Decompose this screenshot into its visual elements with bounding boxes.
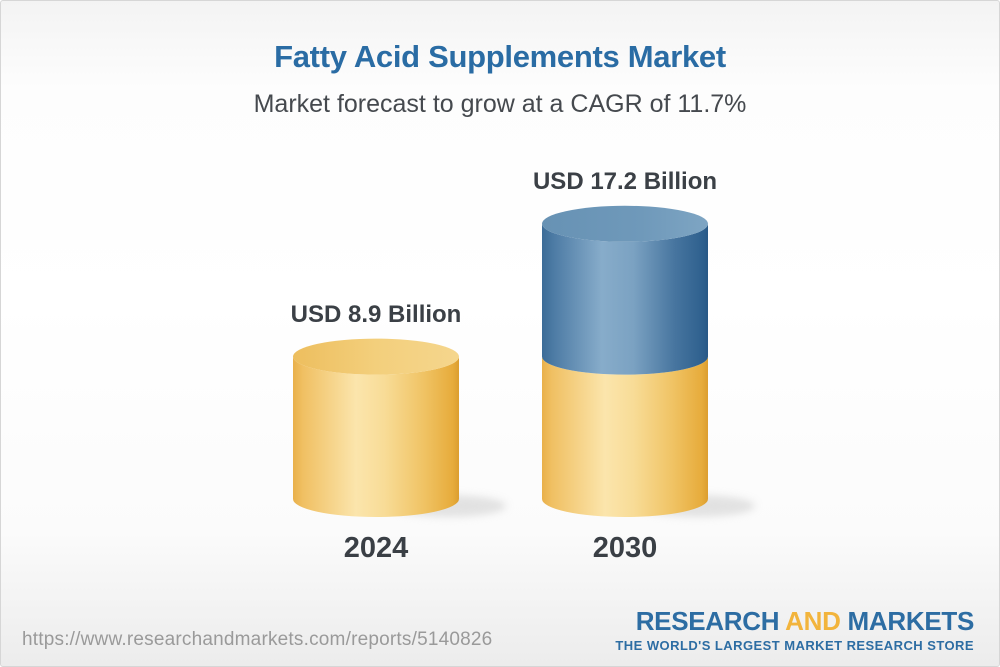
logo-word-research: RESEARCH [635,606,780,636]
logo-word-markets: MARKETS [847,606,975,636]
logo-wordmark: RESEARCH AND MARKETS [615,606,975,636]
value-label-2030: USD 17.2 Billion [532,167,718,195]
category-label-2024: 2024 [343,532,409,564]
research-and-markets-logo: RESEARCH AND MARKETS THE WORLD'S LARGEST… [615,608,974,652]
value-label-2024: USD 8.9 Billion [290,300,462,328]
page-subtitle: Market forecast to grow at a CAGR of 11.… [253,90,747,118]
cylinder-segment-market-2024-base [542,356,708,517]
report-url: https://www.researchandmarkets.com/repor… [22,629,493,650]
page-title: Fatty Acid Supplements Market [274,39,726,74]
cylinder-segment-market-2024 [293,356,459,517]
cylinder-cap-2030 [542,205,708,242]
cylinder-cap-2024 [293,338,459,375]
chart-header: Fatty Acid Supplements Market Market for… [1,1,999,119]
category-label-2030: 2030 [592,532,658,564]
logo-word-and: AND [785,606,841,636]
logo-tagline: THE WORLD'S LARGEST MARKET RESEARCH STOR… [615,638,974,653]
cylinder-segment-growth-to-2030 [542,223,708,375]
